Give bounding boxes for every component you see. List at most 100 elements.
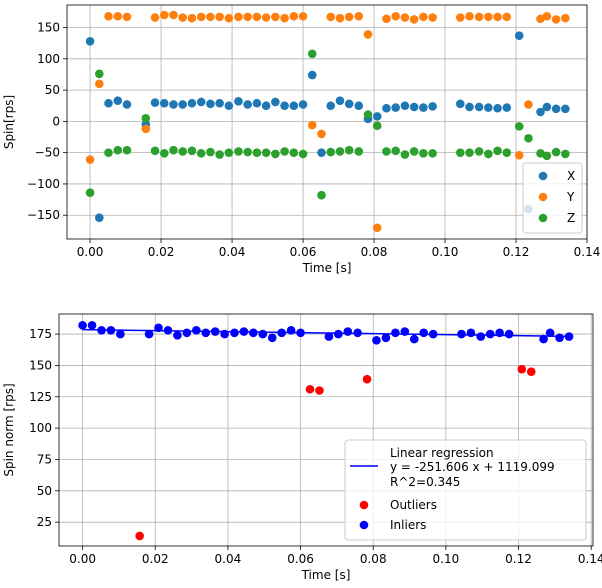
legend-label-outliers: Outliers <box>390 498 437 512</box>
point-inliers <box>182 328 192 338</box>
x-tick-label: 0.12 <box>503 245 530 259</box>
point-y <box>326 12 336 22</box>
point-inliers <box>277 328 286 338</box>
point-z <box>206 147 215 157</box>
spin-norm-plot: 0.00 0.02 0.04 0.06 0.08 0.10 0.12 0.14 25 50 75 10… <box>2 313 602 582</box>
point-inliers <box>116 329 125 339</box>
point-inliers <box>555 333 564 343</box>
point-y <box>551 15 561 24</box>
point-y <box>474 12 484 22</box>
point-z <box>307 49 317 59</box>
y-tick-label: 25 <box>37 515 52 529</box>
point-y <box>169 10 178 20</box>
point-x <box>400 101 410 111</box>
point-z <box>502 148 512 157</box>
x-tick-label: 0.14 <box>578 552 602 566</box>
point-y <box>502 12 512 22</box>
y-tick-label: 150 <box>37 21 60 35</box>
point-inliers <box>391 328 400 338</box>
point-inliers <box>409 334 419 344</box>
x-tick-label: 0.00 <box>77 245 104 259</box>
point-y <box>335 13 345 23</box>
point-z <box>326 147 336 157</box>
x-tick-label: 0.14 <box>574 245 601 259</box>
point-y <box>187 13 197 23</box>
point-y <box>280 13 289 23</box>
x-tick-label: 0.12 <box>505 552 532 566</box>
point-y <box>224 13 234 23</box>
point-inliers <box>173 331 182 340</box>
legend-label-regression: Linear regression <box>390 446 494 460</box>
point-x <box>428 102 437 111</box>
point-inliers <box>381 333 391 343</box>
point-x <box>326 101 336 111</box>
x-tick-label: 0.08 <box>360 552 387 566</box>
point-z <box>428 148 437 158</box>
x-tick-label: 0.04 <box>219 245 246 259</box>
point-inliers <box>545 328 555 338</box>
point-y <box>493 12 502 22</box>
point-y <box>196 12 206 22</box>
point-z <box>122 145 132 155</box>
y-tick-label: 175 <box>29 327 52 341</box>
point-z <box>493 146 502 156</box>
point-x <box>474 102 484 112</box>
point-x <box>271 97 280 107</box>
point-x <box>159 98 169 108</box>
legend-box <box>344 439 587 541</box>
point-y <box>344 12 354 22</box>
point-y <box>542 11 552 21</box>
point-z <box>280 147 289 156</box>
point-x <box>536 107 545 117</box>
point-inliers <box>353 328 362 338</box>
point-x <box>542 102 552 112</box>
point-z <box>409 147 419 156</box>
point-x <box>484 103 493 112</box>
point-inliers <box>201 328 211 338</box>
point-y <box>307 120 317 130</box>
point-x <box>561 104 570 114</box>
point-y <box>354 11 364 21</box>
x-tick-label: 0.08 <box>361 245 388 259</box>
point-outliers <box>517 364 527 374</box>
point-y <box>561 13 570 23</box>
legend: XYZ <box>522 162 583 234</box>
point-y <box>122 12 132 22</box>
x-tick-label: 0.10 <box>432 245 459 259</box>
point-x <box>465 102 474 112</box>
point-x <box>234 97 243 106</box>
point-inliers <box>249 328 258 338</box>
x-axis-label: Time [s] <box>301 568 351 582</box>
point-x <box>196 97 206 107</box>
point-z <box>391 146 400 156</box>
point-z <box>169 145 178 155</box>
point-y <box>524 100 533 109</box>
point-x <box>298 100 308 109</box>
point-x <box>307 70 317 80</box>
point-x <box>280 101 289 111</box>
point-x <box>551 104 561 114</box>
legend-marker-z <box>538 213 548 223</box>
legend-regression-equation: y = -251.606 x + 1119.099 <box>390 460 555 474</box>
point-x <box>95 213 104 223</box>
point-inliers <box>267 333 277 343</box>
point-inliers <box>334 329 343 339</box>
point-y <box>372 223 382 233</box>
point-z <box>224 148 234 157</box>
point-z <box>335 147 345 156</box>
point-z <box>455 148 465 157</box>
y-axis-label: Spin[rps] <box>2 95 16 149</box>
point-y <box>150 13 160 22</box>
point-x <box>261 101 271 111</box>
point-inliers <box>106 326 116 335</box>
point-x <box>85 36 95 46</box>
point-z <box>561 149 570 159</box>
point-x <box>409 102 419 112</box>
x-axis-label: Time [s] <box>302 261 352 275</box>
point-y <box>363 30 373 39</box>
point-z <box>178 147 188 156</box>
y-tick-label: 125 <box>29 390 52 404</box>
point-inliers <box>400 327 410 336</box>
point-z <box>104 148 113 157</box>
